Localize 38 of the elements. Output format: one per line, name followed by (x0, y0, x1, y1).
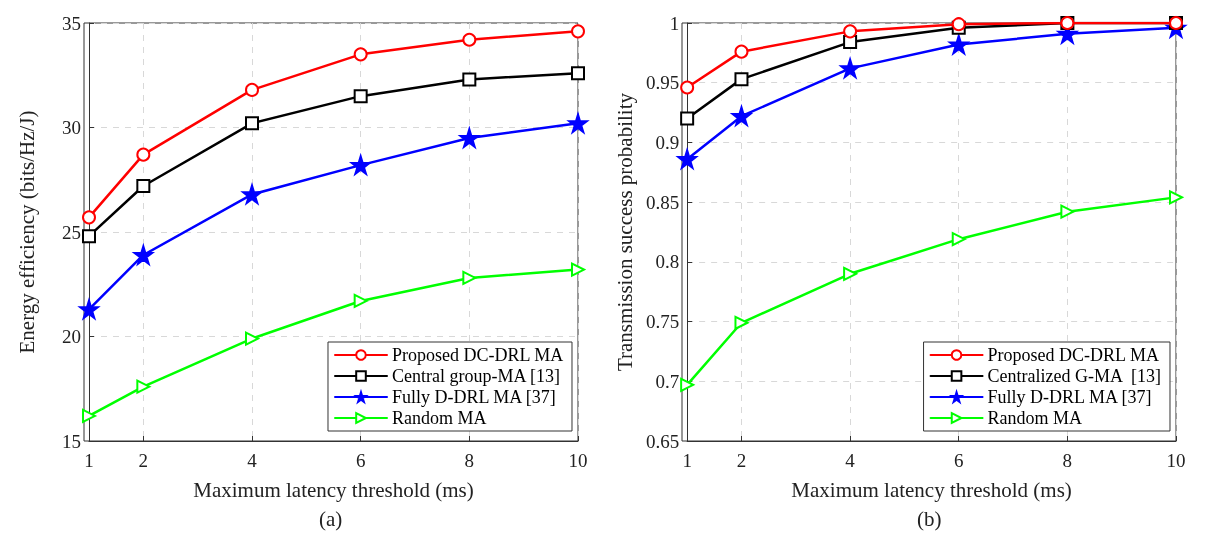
text: (a) (319, 506, 343, 531)
y-axis-title: Energy efficiency (bits/Hz/J) (14, 110, 39, 354)
y-tick-label: 15 (62, 430, 81, 452)
x-tick-label: 2 (138, 450, 149, 471)
y-tick-label: 1 (669, 12, 680, 34)
y-tick-label: 0.65 (645, 430, 680, 452)
legend-label: Fully D-DRL MA [37] (987, 387, 1152, 407)
x-tick-label: 8 (1062, 450, 1073, 471)
legend-label: Proposed DC-DRL MA (987, 345, 1159, 365)
y-tick-label: 30 (62, 117, 81, 138)
y-tick-label: 0.8 (655, 251, 680, 273)
legend-label: Random MA (392, 408, 487, 428)
y-tick-label: 20 (62, 326, 81, 347)
legend-label: Proposed DC-DRL MA (392, 345, 564, 365)
y-tick-label: 0.95 (645, 72, 680, 94)
x-tick-label: 10 (568, 450, 588, 471)
y-tick-label: 0.75 (645, 311, 680, 333)
y-tick-label: 25 (62, 221, 81, 243)
x-tick-label: 4 (247, 450, 258, 471)
y-tick-label: 35 (62, 12, 81, 34)
x-axis-title: Maximum latency threshold (ms) (193, 477, 474, 502)
x-tick-label: 6 (953, 450, 964, 471)
legend-label: Central group-MA [13] (392, 366, 560, 386)
text: (b) (917, 506, 942, 531)
y-tick-label: 0.9 (655, 131, 680, 153)
x-axis-title: Maximum latency threshold (ms) (791, 477, 1072, 502)
x-tick-label: 1 (84, 450, 94, 471)
y-tick-label: 0.7 (655, 370, 680, 392)
legend-label: Centralized G-MA [13] (987, 366, 1162, 386)
legend-label: Fully D-DRL MA [37] (392, 387, 556, 407)
x-tick-label: 10 (1166, 450, 1186, 471)
x-tick-label: 2 (736, 450, 747, 471)
y-tick-label: 0.85 (645, 191, 680, 213)
x-tick-label: 4 (845, 450, 856, 471)
legend-label: Random MA (987, 408, 1083, 428)
x-tick-label: 8 (464, 450, 475, 471)
x-tick-label: 6 (355, 450, 366, 471)
y-axis-title: Transmission success probability (612, 92, 637, 372)
